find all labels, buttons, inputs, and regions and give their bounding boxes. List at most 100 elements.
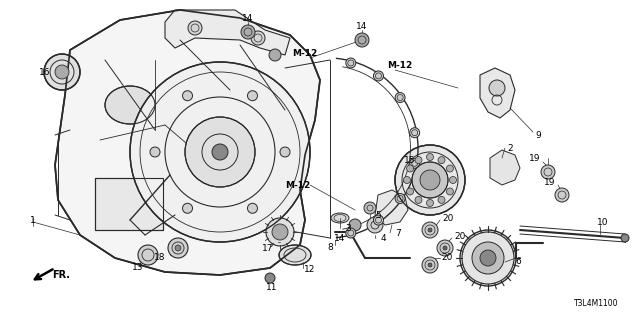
Circle shape xyxy=(241,25,255,39)
Circle shape xyxy=(212,144,228,160)
Circle shape xyxy=(541,165,555,179)
Circle shape xyxy=(447,188,453,195)
Text: 14: 14 xyxy=(243,13,253,22)
Ellipse shape xyxy=(279,245,311,265)
Circle shape xyxy=(265,273,275,283)
Circle shape xyxy=(406,165,413,172)
Circle shape xyxy=(428,228,432,232)
Text: 19: 19 xyxy=(544,178,556,187)
Circle shape xyxy=(182,203,193,213)
Text: 16: 16 xyxy=(39,68,51,76)
Text: 15: 15 xyxy=(404,156,416,164)
Text: 9: 9 xyxy=(535,131,541,140)
Circle shape xyxy=(272,224,288,240)
Circle shape xyxy=(130,62,310,242)
Circle shape xyxy=(422,222,438,238)
Text: 14: 14 xyxy=(333,234,345,243)
Circle shape xyxy=(447,165,453,172)
Circle shape xyxy=(438,196,445,204)
Bar xyxy=(95,178,163,230)
Circle shape xyxy=(420,170,440,190)
Text: 20: 20 xyxy=(454,231,466,241)
Text: M-12: M-12 xyxy=(387,60,413,69)
Circle shape xyxy=(460,230,516,286)
Circle shape xyxy=(182,91,193,101)
Text: FR.: FR. xyxy=(52,270,70,280)
Circle shape xyxy=(44,54,80,90)
Circle shape xyxy=(168,238,188,258)
Text: 8: 8 xyxy=(327,243,333,252)
Circle shape xyxy=(422,257,438,273)
Circle shape xyxy=(175,245,181,251)
Circle shape xyxy=(449,177,456,183)
Circle shape xyxy=(415,196,422,204)
Text: 5: 5 xyxy=(375,211,381,220)
Circle shape xyxy=(188,21,202,35)
Circle shape xyxy=(248,91,257,101)
Circle shape xyxy=(280,147,290,157)
Circle shape xyxy=(374,71,383,81)
Circle shape xyxy=(367,217,383,233)
Text: 1: 1 xyxy=(30,215,36,225)
Circle shape xyxy=(185,117,255,187)
Circle shape xyxy=(395,92,405,102)
Circle shape xyxy=(395,145,465,215)
Circle shape xyxy=(55,65,69,79)
Text: 3: 3 xyxy=(345,223,351,233)
Circle shape xyxy=(415,156,422,164)
Polygon shape xyxy=(490,150,520,185)
Circle shape xyxy=(412,162,448,198)
Circle shape xyxy=(355,33,369,47)
Circle shape xyxy=(395,194,405,204)
Circle shape xyxy=(150,147,160,157)
Text: 13: 13 xyxy=(132,263,144,273)
Circle shape xyxy=(269,49,281,61)
Text: 18: 18 xyxy=(154,253,166,262)
Circle shape xyxy=(443,246,447,250)
Text: 20: 20 xyxy=(442,252,452,261)
Polygon shape xyxy=(165,10,290,55)
Polygon shape xyxy=(375,190,408,225)
Text: 6: 6 xyxy=(515,258,521,267)
Circle shape xyxy=(480,250,496,266)
Polygon shape xyxy=(55,10,320,275)
Polygon shape xyxy=(158,135,255,215)
Text: 14: 14 xyxy=(356,21,368,30)
Circle shape xyxy=(426,154,433,161)
Circle shape xyxy=(266,218,294,246)
Text: 7: 7 xyxy=(395,228,401,237)
Text: M-12: M-12 xyxy=(285,180,310,189)
Text: 17: 17 xyxy=(262,244,274,252)
Circle shape xyxy=(437,240,453,256)
Circle shape xyxy=(346,58,356,68)
Circle shape xyxy=(251,31,265,45)
Text: 2: 2 xyxy=(507,143,513,153)
Circle shape xyxy=(426,199,433,206)
Circle shape xyxy=(410,128,420,138)
Text: T3L4M1100: T3L4M1100 xyxy=(573,299,618,308)
Ellipse shape xyxy=(331,213,349,223)
Circle shape xyxy=(621,234,629,242)
Text: M-12: M-12 xyxy=(292,49,317,58)
Circle shape xyxy=(349,219,361,231)
Circle shape xyxy=(364,202,376,214)
Circle shape xyxy=(489,80,505,96)
Circle shape xyxy=(403,177,410,183)
Text: 4: 4 xyxy=(380,234,386,243)
Text: 11: 11 xyxy=(266,284,278,292)
Circle shape xyxy=(346,228,356,238)
Ellipse shape xyxy=(105,86,155,124)
Circle shape xyxy=(374,215,383,225)
Circle shape xyxy=(428,263,432,267)
Circle shape xyxy=(472,242,504,274)
Circle shape xyxy=(555,188,569,202)
Polygon shape xyxy=(480,68,515,118)
Text: 10: 10 xyxy=(597,218,609,227)
Circle shape xyxy=(248,203,257,213)
Circle shape xyxy=(410,158,420,168)
Circle shape xyxy=(438,156,445,164)
Circle shape xyxy=(406,188,413,195)
Bar xyxy=(95,178,163,230)
Text: 19: 19 xyxy=(529,154,541,163)
Text: 20: 20 xyxy=(442,213,454,222)
